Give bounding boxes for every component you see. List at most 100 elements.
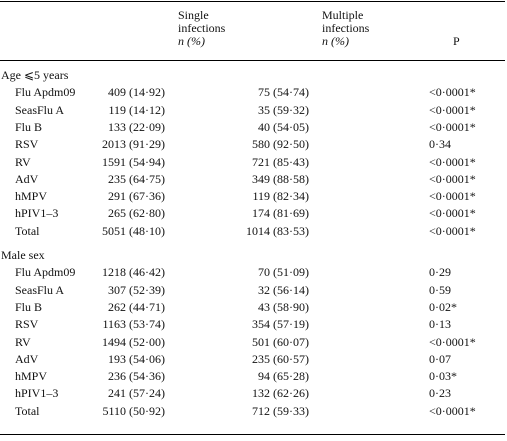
cell-multiple-infections: 1014 (83·53) — [246, 223, 309, 238]
table-row: hMPV 291 (67·36) 119 (82·34) <0·0001* — [0, 188, 505, 205]
row-label: hPIV1–3 — [15, 206, 59, 221]
row-label: Flu B — [15, 299, 43, 314]
row-label: Flu Apdm09 — [15, 85, 76, 100]
header-multi-line1: Multiple — [322, 8, 364, 22]
section-header-row: Male sex — [0, 247, 505, 264]
header-single-n-pct: n (%) — [178, 34, 205, 48]
header-multi-n-pct: n (%) — [322, 34, 349, 48]
row-label: RSV — [15, 137, 39, 152]
cell-multiple-infections: 235 (60·57) — [252, 351, 309, 366]
cell-p-value: 0·02* — [429, 299, 457, 314]
section-title: Age ⩽5 years — [1, 68, 69, 82]
table-row: RV 1494 (52·00) 501 (60·07) <0·0001* — [0, 334, 505, 351]
cell-single-infections: 119 (14·12) — [108, 102, 165, 117]
cell-multiple-infections: 174 (81·69) — [252, 206, 309, 221]
cell-multiple-infections: 94 (65·28) — [258, 369, 309, 384]
table-row: SeasFlu A 119 (14·12) 35 (59·32) <0·0001* — [0, 102, 505, 119]
bottom-rule — [0, 434, 505, 435]
cell-p-value: <0·0001* — [429, 403, 476, 418]
cell-p-value: <0·0001* — [429, 334, 476, 349]
cell-single-infections: 291 (67·36) — [108, 189, 165, 204]
row-label: AdV — [15, 171, 39, 186]
header-single-line2: infections — [178, 21, 226, 35]
row-label: RV — [15, 334, 31, 349]
cell-single-infections: 5110 (50·92) — [102, 403, 165, 418]
cell-single-infections: 241 (57·24) — [108, 386, 165, 401]
cell-multiple-infections: 40 (54·05) — [258, 119, 309, 134]
row-label: Flu B — [15, 119, 43, 134]
row-label: hMPV — [15, 189, 48, 204]
row-label: Flu Apdm09 — [15, 265, 76, 280]
cell-p-value: 0·23 — [429, 386, 451, 401]
cell-p-value: 0·13 — [429, 317, 451, 332]
cell-p-value: <0·0001* — [429, 154, 476, 169]
cell-single-infections: 1218 (46·42) — [102, 265, 165, 280]
cell-multiple-infections: 501 (60·07) — [252, 334, 309, 349]
cell-p-value: <0·0001* — [429, 102, 476, 117]
header-multi-line2: infections — [322, 21, 370, 35]
table-row: Flu B 133 (22·09) 40 (54·05) <0·0001* — [0, 119, 505, 136]
cell-multiple-infections: 70 (51·09) — [258, 265, 309, 280]
table-row: Total 5051 (48·10) 1014 (83·53) <0·0001* — [0, 223, 505, 240]
table-row: SeasFlu A 307 (52·39) 32 (56·14) 0·59 — [0, 282, 505, 299]
cell-single-infections: 1163 (53·74) — [102, 317, 165, 332]
table-row: Flu B 262 (44·71) 43 (58·90) 0·02* — [0, 299, 505, 316]
cell-multiple-infections: 75 (54·74) — [258, 85, 309, 100]
cell-multiple-infections: 580 (92·50) — [252, 137, 309, 152]
cell-multiple-infections: 349 (88·58) — [252, 171, 309, 186]
top-rule — [0, 1, 505, 2]
cell-single-infections: 5051 (48·10) — [102, 223, 165, 238]
cell-multiple-infections: 35 (59·32) — [258, 102, 309, 117]
header-rule — [0, 60, 505, 61]
cell-single-infections: 262 (44·71) — [108, 299, 165, 314]
cell-multiple-infections: 712 (59·33) — [252, 403, 309, 418]
row-label: Total — [15, 403, 40, 418]
cell-multiple-infections: 43 (58·90) — [258, 299, 309, 314]
cell-single-infections: 236 (54·36) — [108, 369, 165, 384]
row-label: Total — [15, 223, 40, 238]
table-row: RSV 1163 (53·74) 354 (57·19) 0·13 — [0, 316, 505, 333]
row-label: RV — [15, 154, 31, 169]
cell-p-value: 0·07 — [429, 351, 451, 366]
cell-single-infections: 235 (64·75) — [108, 171, 165, 186]
cell-single-infections: 2013 (91·29) — [102, 137, 165, 152]
cell-single-infections: 409 (14·92) — [108, 85, 165, 100]
row-label: hPIV1–3 — [15, 386, 59, 401]
header-multiple-infections: Multiple infections n (%) — [322, 9, 369, 48]
cell-single-infections: 133 (22·09) — [108, 119, 165, 134]
section-header-row: Age ⩽5 years — [0, 67, 505, 84]
cell-single-infections: 193 (54·06) — [108, 351, 165, 366]
header-single-infections: Single infections n (%) — [178, 9, 225, 48]
table-row: Total 5110 (50·92) 712 (59·33) <0·0001* — [0, 403, 505, 420]
header-single-line1: Single — [178, 8, 209, 22]
row-label: hMPV — [15, 369, 48, 384]
cell-p-value: <0·0001* — [429, 85, 476, 100]
cell-multiple-infections: 119 (82·34) — [252, 189, 309, 204]
cell-p-value: <0·0001* — [429, 223, 476, 238]
cell-p-value: 0·03* — [429, 369, 457, 384]
cell-p-value: <0·0001* — [429, 189, 476, 204]
cell-p-value: 0·59 — [429, 282, 451, 297]
cell-single-infections: 265 (62·80) — [108, 206, 165, 221]
section-title: Male sex — [1, 248, 45, 262]
cell-p-value: 0·29 — [429, 265, 451, 280]
cell-multiple-infections: 132 (62·26) — [252, 386, 309, 401]
row-label: SeasFlu A — [15, 282, 65, 297]
cell-p-value: 0·34 — [429, 137, 451, 152]
row-label: AdV — [15, 351, 39, 366]
cell-p-value: <0·0001* — [429, 206, 476, 221]
header-p-value: P — [453, 34, 460, 48]
table-row: AdV 193 (54·06) 235 (60·57) 0·07 — [0, 351, 505, 368]
cell-p-value: <0·0001* — [429, 119, 476, 134]
cell-p-value: <0·0001* — [429, 171, 476, 186]
cell-multiple-infections: 354 (57·19) — [252, 317, 309, 332]
table-row: RV 1591 (54·94) 721 (85·43) <0·0001* — [0, 154, 505, 171]
table-row: hMPV 236 (54·36) 94 (65·28) 0·03* — [0, 368, 505, 385]
cell-multiple-infections: 32 (56·14) — [258, 282, 309, 297]
cell-multiple-infections: 721 (85·43) — [252, 154, 309, 169]
table-row: hPIV1–3 241 (57·24) 132 (62·26) 0·23 — [0, 385, 505, 402]
table-row: RSV 2013 (91·29) 580 (92·50) 0·34 — [0, 136, 505, 153]
cell-single-infections: 1494 (52·00) — [102, 334, 165, 349]
table-row: Flu Apdm09 1218 (46·42) 70 (51·09) 0·29 — [0, 264, 505, 281]
